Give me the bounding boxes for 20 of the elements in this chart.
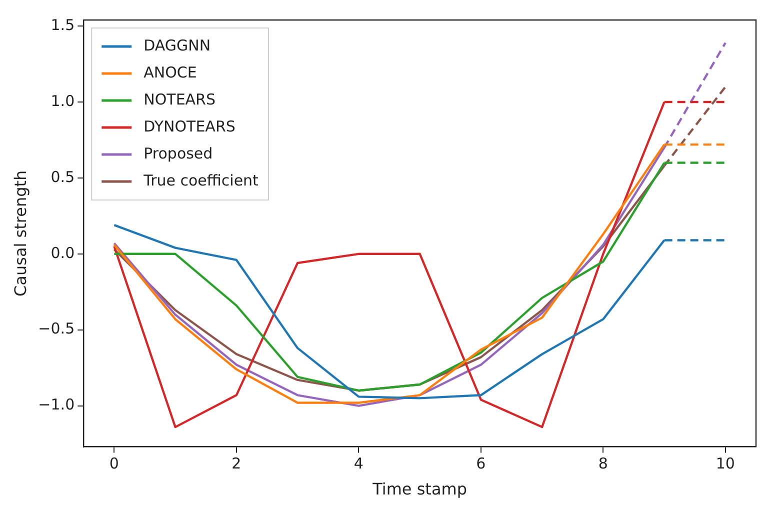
x-tick-label: 4 bbox=[354, 454, 364, 473]
x-axis-title: Time stamp bbox=[372, 480, 468, 499]
legend-label: ANOCE bbox=[144, 63, 197, 82]
legend-label: DYNOTEARS bbox=[144, 117, 236, 136]
y-axis-title: Causal strength bbox=[10, 170, 30, 296]
y-tick-label: −1.0 bbox=[38, 396, 75, 414]
legend-label: NOTEARS bbox=[144, 90, 216, 108]
x-tick-label: 10 bbox=[716, 454, 735, 473]
x-tick-label: 8 bbox=[598, 454, 608, 473]
legend-label: True coefficient bbox=[142, 171, 259, 190]
x-tick-label: 6 bbox=[476, 454, 486, 473]
y-tick-label: −0.5 bbox=[38, 320, 75, 338]
y-tick-label: 1.0 bbox=[50, 92, 75, 110]
x-tick-label: 0 bbox=[109, 454, 119, 473]
y-tick-label: 0.0 bbox=[50, 244, 75, 262]
legend-label: DAGGNN bbox=[144, 36, 211, 54]
y-tick-label: 0.5 bbox=[50, 168, 75, 186]
legend-label: Proposed bbox=[144, 144, 213, 162]
x-tick-label: 2 bbox=[232, 454, 242, 473]
y-tick-label: 1.5 bbox=[50, 16, 75, 34]
